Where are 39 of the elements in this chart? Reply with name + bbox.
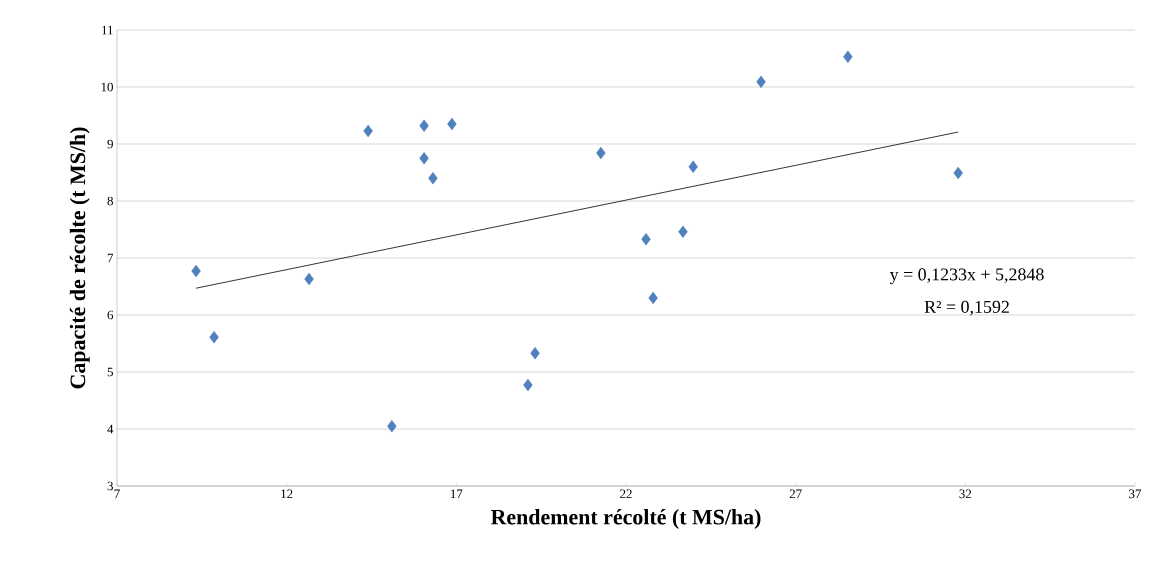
y-tick-label: 10 xyxy=(101,82,113,92)
point xyxy=(304,272,314,286)
point xyxy=(648,291,658,305)
point xyxy=(447,117,457,131)
y-tick-label: 7 xyxy=(107,253,114,263)
point xyxy=(756,75,766,89)
point xyxy=(953,166,963,180)
point xyxy=(843,50,853,63)
point xyxy=(641,232,651,246)
point xyxy=(419,152,429,165)
x-tick-label: 32 xyxy=(959,489,972,499)
point xyxy=(363,124,373,138)
y-axis-title: Capacité de récolte (t MS/h) xyxy=(69,127,90,389)
point xyxy=(523,378,533,392)
annotation: y = 0,1233x + 5,2848 xyxy=(889,268,1044,285)
x-tick-label: 12 xyxy=(281,489,293,499)
y-tick-label: 4 xyxy=(107,424,114,434)
y-tick-label: 6 xyxy=(107,310,114,320)
x-tick-label: 37 xyxy=(1129,489,1142,499)
point xyxy=(596,146,606,160)
y-tick-label: 3 xyxy=(107,481,113,491)
x-tick-label: 27 xyxy=(789,489,802,499)
y-tick-label: 5 xyxy=(107,367,113,377)
point xyxy=(209,331,219,344)
x-axis-title: Rendement récolté (t MS/ha) xyxy=(490,509,761,529)
point xyxy=(419,119,429,132)
y-tick-label: 8 xyxy=(107,196,113,206)
y-tick-label: 9 xyxy=(107,139,113,149)
point xyxy=(530,346,540,360)
point xyxy=(688,160,698,173)
point xyxy=(191,264,201,278)
x-tick-label: 7 xyxy=(114,489,120,498)
x-tick-label: 22 xyxy=(620,489,632,499)
point xyxy=(387,419,397,433)
annotation: R² = 0,1592 xyxy=(924,300,1009,316)
x-tick-label: 17 xyxy=(450,489,463,499)
y-tick-label: 11 xyxy=(102,25,113,35)
point xyxy=(678,225,688,238)
point xyxy=(428,172,438,185)
